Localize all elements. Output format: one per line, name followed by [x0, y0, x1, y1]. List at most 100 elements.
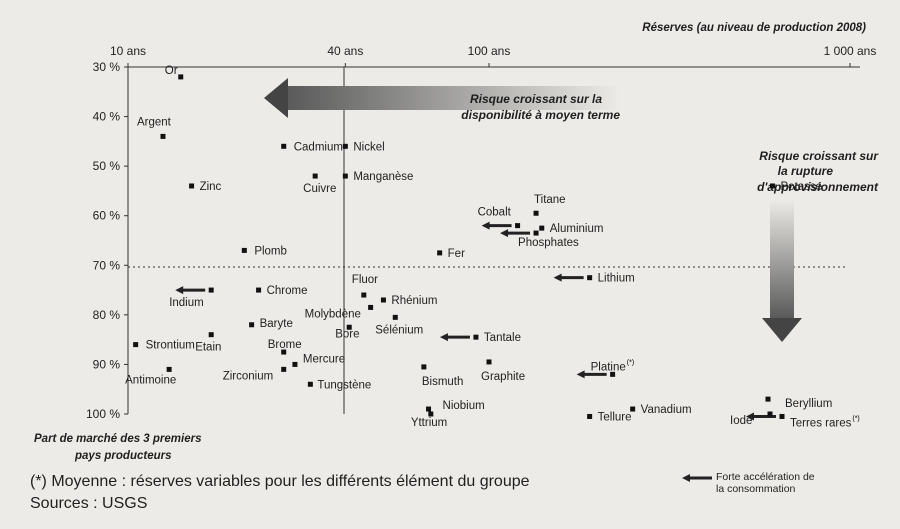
sources: Sources : USGS — [30, 495, 148, 512]
y-axis-title-line1: Part de marché des 3 premiers — [34, 433, 201, 445]
point-manganese — [342, 173, 348, 179]
x-axis-title: Réserves (au niveau de production 2008) — [642, 22, 866, 34]
point-zinc — [189, 183, 195, 189]
label-graphite: Graphite — [481, 371, 525, 383]
label-tellure: Tellure — [598, 411, 632, 423]
label-selenium: Sélénium — [375, 324, 423, 336]
legend-label: Forte accélération de la consommation — [716, 471, 846, 495]
y-tick-label: 90 % — [93, 357, 121, 371]
point-tungstene — [307, 381, 313, 387]
label-bismuth: Bismuth — [422, 376, 464, 388]
point-platine — [610, 371, 616, 377]
annotation-right-line1: Risque croissant sur — [759, 149, 879, 163]
y-tick-label: 40 % — [93, 110, 121, 124]
label-aluminium: Aluminium — [550, 223, 604, 235]
label-molybdene: Molybdène — [305, 308, 361, 320]
point-indium — [208, 287, 214, 293]
label-etain: Etain — [195, 342, 221, 354]
point-etain — [208, 332, 214, 338]
legend-label-line2: la consommation — [716, 483, 796, 495]
label-terres-rares: Terres rares — [790, 417, 852, 429]
label-argent: Argent — [137, 116, 172, 128]
label-nickel: Nickel — [353, 141, 384, 153]
point-molybdene — [368, 304, 374, 310]
accel-arrowhead-indium — [175, 286, 184, 295]
label-strontium: Strontium — [146, 340, 195, 352]
label-phosphates: Phosphates — [518, 237, 579, 249]
y-tick-labels: 30 % 40 % 50 % 60 % 70 % 80 % 90 % 100 % — [86, 60, 128, 421]
point-chrome — [256, 287, 262, 293]
label-indium: Indium — [169, 297, 204, 309]
point-brome — [281, 349, 287, 355]
accel-arrowhead-phosphates — [500, 229, 509, 238]
label-mercure: Mercure — [303, 353, 345, 365]
annotation-right-line2: la rupture — [778, 164, 834, 178]
accel-arrowhead-terres-rares — [746, 412, 754, 421]
point-beryllium — [765, 396, 771, 402]
accel-arrowhead-platine — [576, 370, 585, 379]
label-zinc: Zinc — [200, 181, 222, 193]
label-cuivre: Cuivre — [303, 183, 336, 195]
label-tantale: Tantale — [484, 332, 521, 344]
accel-arrowhead-lithium — [553, 273, 562, 282]
label-tungstene: Tungstène — [317, 379, 371, 391]
point-bore — [346, 324, 352, 330]
point-phosphates — [533, 230, 539, 236]
annotation-right-line3: d'approvisionnement — [757, 180, 879, 194]
footnote-marker: (*) — [852, 415, 859, 422]
label-vanadium: Vanadium — [641, 404, 692, 416]
point-mercure — [292, 361, 298, 367]
label-rhenium: Rhénium — [391, 295, 437, 307]
label-fer: Fer — [448, 248, 465, 260]
label-cadmium: Cadmium — [294, 141, 343, 153]
label-baryte: Baryte — [260, 318, 293, 330]
point-fer — [437, 250, 443, 256]
point-yttrium — [428, 411, 434, 417]
accel-arrowhead-tantale — [439, 333, 448, 342]
label-fluor: Fluor — [352, 274, 378, 286]
point-lithium — [587, 275, 593, 281]
label-yttrium: Yttrium — [411, 417, 447, 429]
point-cobalt — [515, 223, 521, 229]
point-iode — [767, 411, 773, 417]
point-aluminium — [539, 225, 545, 231]
label-or: Or — [165, 65, 178, 77]
point-titane — [533, 210, 539, 216]
label-bore: Bore — [335, 328, 359, 340]
point-niobium — [426, 406, 432, 412]
footnote: (*) Moyenne : réserves variables pour le… — [30, 473, 530, 490]
label-antimoine: Antimoine — [125, 374, 176, 386]
data-points: Or Argent Zinc Cadmium Nickel Cuivre Manganèse… — [125, 65, 860, 430]
y-tick-label: 70 % — [93, 258, 121, 272]
point-or — [178, 74, 184, 80]
y-tick-label: 100 % — [86, 407, 120, 421]
x-tick-label: 10 ans — [110, 44, 146, 58]
point-strontium — [133, 342, 139, 348]
label-platine: Platine — [591, 361, 626, 373]
label-beryllium: Beryllium — [785, 398, 832, 410]
point-potasse — [770, 183, 776, 189]
point-plomb — [241, 247, 247, 253]
label-plomb: Plomb — [254, 245, 287, 257]
point-fluor — [361, 292, 367, 298]
point-graphite — [486, 359, 492, 365]
y-tick-label: 50 % — [93, 159, 121, 173]
y-axis-title-line2: pays producteurs — [74, 450, 172, 462]
point-argent — [160, 133, 166, 139]
label-zirconium: Zirconium — [223, 370, 273, 382]
y-tick-label: 30 % — [93, 60, 121, 74]
point-selenium — [392, 314, 398, 320]
point-nickel — [342, 143, 348, 149]
x-tick-label: 100 ans — [468, 44, 511, 58]
legend-label-line1: Forte accélération de — [716, 471, 815, 483]
y-tick-label: 80 % — [93, 308, 121, 322]
point-tellure — [587, 413, 593, 419]
y-tick-label: 60 % — [93, 209, 121, 223]
label-lithium: Lithium — [598, 273, 635, 285]
point-antimoine — [166, 366, 172, 372]
point-baryte — [249, 322, 255, 328]
x-tick-labels: 10 ans 40 ans 100 ans 1 000 ans — [110, 44, 876, 67]
label-brome: Brome — [268, 339, 302, 351]
point-zirconium — [281, 366, 287, 372]
